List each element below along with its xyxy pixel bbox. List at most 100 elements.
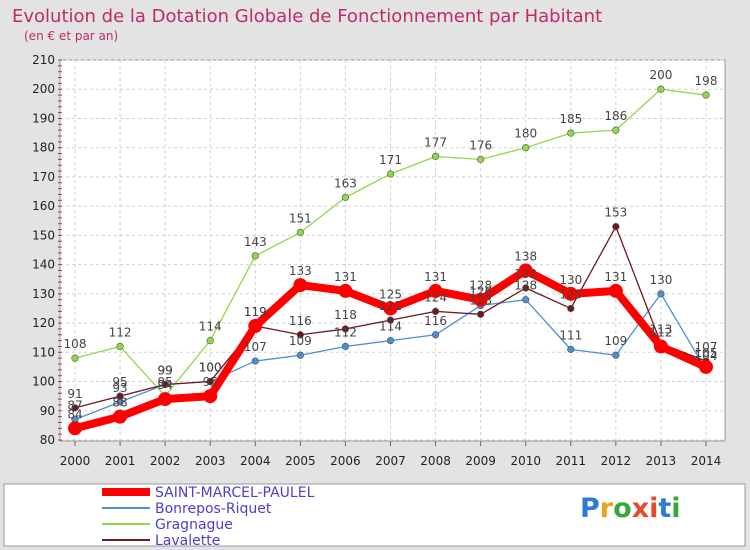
data-label: 104 bbox=[695, 349, 718, 363]
data-label: 198 bbox=[695, 74, 718, 88]
data-label: 99 bbox=[158, 363, 173, 377]
data-label: 118 bbox=[334, 308, 357, 322]
data-label: 119 bbox=[244, 305, 267, 319]
data-point bbox=[612, 223, 620, 231]
data-label: 131 bbox=[334, 270, 357, 284]
data-point bbox=[296, 228, 304, 237]
axes: 8090100110120130140150160170180190200210… bbox=[32, 53, 721, 468]
data-label: 151 bbox=[289, 211, 312, 225]
x-tick-label: 2003 bbox=[195, 454, 226, 468]
y-tick-label: 100 bbox=[32, 375, 55, 389]
data-point bbox=[116, 342, 124, 351]
logo-letter: r bbox=[600, 493, 614, 524]
x-tick-label: 2013 bbox=[646, 454, 677, 468]
x-tick-label: 2000 bbox=[60, 454, 91, 468]
data-label: 91 bbox=[67, 387, 82, 401]
data-label: 119 bbox=[244, 305, 267, 319]
y-tick-label: 190 bbox=[32, 111, 55, 125]
data-point bbox=[428, 283, 443, 298]
data-label: 143 bbox=[244, 235, 267, 249]
data-point bbox=[158, 392, 173, 407]
data-point bbox=[473, 292, 488, 307]
data-label: 131 bbox=[424, 270, 447, 284]
data-label: 128 bbox=[514, 279, 537, 293]
x-tick-label: 2004 bbox=[240, 454, 271, 468]
data-label: 138 bbox=[514, 249, 537, 263]
data-label: 100 bbox=[199, 361, 222, 375]
data-label: 125 bbox=[379, 287, 402, 301]
data-point bbox=[341, 325, 350, 333]
data-label: 126 bbox=[469, 285, 492, 299]
data-label: 95 bbox=[112, 375, 127, 389]
data-point bbox=[296, 351, 304, 359]
data-label: 111 bbox=[559, 328, 582, 342]
data-point bbox=[386, 337, 395, 345]
data-point bbox=[386, 170, 395, 178]
data-label: 153 bbox=[604, 206, 627, 220]
data-label: 109 bbox=[604, 334, 627, 348]
data-point bbox=[113, 409, 128, 424]
data-label: 180 bbox=[514, 127, 537, 141]
y-tick-label: 120 bbox=[32, 316, 55, 330]
logo-letter: t bbox=[658, 493, 671, 524]
data-label: 108 bbox=[64, 337, 87, 351]
data-point bbox=[251, 252, 259, 260]
data-label: 171 bbox=[379, 153, 402, 167]
data-label: 95 bbox=[203, 375, 218, 389]
data-label: 112 bbox=[334, 325, 357, 339]
data-label: 125 bbox=[559, 287, 582, 301]
data-point bbox=[68, 421, 82, 436]
y-tick-label: 180 bbox=[32, 141, 55, 155]
data-label: 133 bbox=[289, 264, 312, 278]
chart-subtitle: (en € et par an) bbox=[24, 29, 118, 43]
data-label: 94 bbox=[158, 378, 173, 392]
svg-text:Proxiti: Proxiti bbox=[580, 493, 681, 524]
y-tick-label: 90 bbox=[40, 404, 55, 418]
data-point bbox=[612, 351, 620, 359]
data-point bbox=[608, 283, 623, 298]
data-label: 114 bbox=[199, 320, 222, 334]
series-layer bbox=[68, 85, 713, 436]
data-point bbox=[251, 357, 259, 365]
x-tick-label: 2001 bbox=[105, 454, 136, 468]
data-label: 132 bbox=[514, 267, 537, 281]
data-label: 88 bbox=[112, 396, 127, 410]
data-label: 93 bbox=[112, 381, 127, 395]
data-point bbox=[338, 283, 353, 298]
y-tick-label: 200 bbox=[32, 82, 55, 96]
y-tick-label: 130 bbox=[32, 287, 55, 301]
x-tick-label: 2009 bbox=[465, 454, 496, 468]
data-point bbox=[161, 380, 169, 389]
data-label: 100 bbox=[199, 361, 222, 375]
data-point bbox=[386, 316, 395, 324]
y-tick-label: 110 bbox=[32, 345, 55, 359]
x-tick-label: 2008 bbox=[420, 454, 451, 468]
y-tick-label: 140 bbox=[32, 258, 55, 272]
logo-letter: i bbox=[649, 493, 658, 524]
data-label: 121 bbox=[379, 299, 402, 313]
data-label: 87 bbox=[67, 399, 82, 413]
data-point bbox=[518, 263, 533, 278]
legend: SAINT-MARCEL-PAULELBonrepos-RiquetGragna… bbox=[102, 485, 315, 549]
data-label: 112 bbox=[649, 325, 672, 339]
x-tick-label: 2014 bbox=[691, 454, 722, 468]
data-label: 112 bbox=[109, 325, 132, 339]
data-point bbox=[431, 307, 440, 315]
data-point bbox=[71, 354, 79, 362]
y-tick-label: 150 bbox=[32, 228, 55, 242]
data-label: 128 bbox=[469, 279, 492, 293]
data-label: 176 bbox=[469, 138, 492, 152]
data-point bbox=[522, 296, 530, 304]
data-point bbox=[612, 126, 620, 134]
data-point bbox=[522, 144, 530, 152]
x-tick-label: 2011 bbox=[556, 454, 587, 468]
data-point bbox=[431, 152, 440, 161]
legend-label: Lavalette bbox=[155, 533, 220, 549]
data-label: 105 bbox=[695, 346, 718, 360]
data-point bbox=[563, 286, 578, 301]
data-label: 124 bbox=[424, 290, 447, 304]
data-point bbox=[657, 290, 665, 298]
data-point bbox=[431, 331, 440, 339]
data-point bbox=[203, 389, 218, 404]
